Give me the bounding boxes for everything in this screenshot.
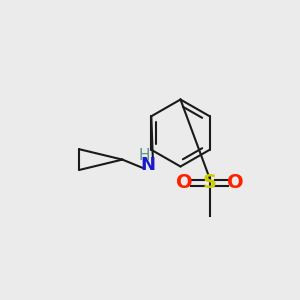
Text: H: H — [138, 148, 149, 163]
Text: O: O — [227, 173, 243, 192]
Text: O: O — [176, 173, 192, 192]
Text: N: N — [140, 156, 155, 174]
Text: S: S — [202, 173, 217, 192]
